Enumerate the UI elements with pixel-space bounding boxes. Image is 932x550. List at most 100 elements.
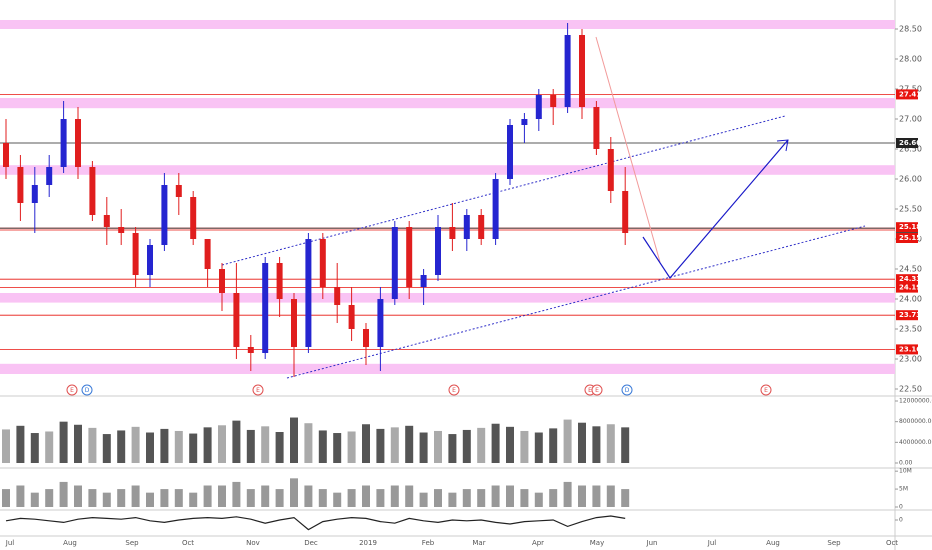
- zone: [0, 20, 895, 29]
- x-tick-label: Mar: [472, 539, 485, 547]
- volume2-bar: [621, 489, 630, 507]
- volume2-bar: [405, 485, 414, 507]
- projection-arrow: [642, 139, 789, 279]
- volume-bar: [88, 427, 97, 463]
- volume2-bar: [333, 492, 342, 507]
- volume2-bar: [534, 492, 543, 507]
- candle-body: [507, 125, 513, 179]
- volume2-bar: [117, 489, 126, 507]
- candle-body: [190, 197, 197, 239]
- volume2-bar: [434, 489, 442, 507]
- y-tick-label: 24.50: [899, 265, 922, 274]
- volume2-bar: [419, 492, 428, 507]
- volume-bar: [2, 429, 10, 463]
- level-tag: [896, 138, 918, 148]
- zone: [0, 98, 895, 109]
- volume-bar: [275, 432, 284, 463]
- x-tick-label: Nov: [246, 539, 260, 547]
- volume2-bar: [606, 485, 615, 507]
- volume-bar: [362, 424, 370, 463]
- x-tick-label: Aug: [63, 539, 77, 547]
- v-tick-label: 8000000.00: [899, 418, 932, 425]
- volume-bar: [246, 429, 255, 463]
- candle-body: [449, 227, 456, 239]
- volume-bar: [59, 421, 68, 463]
- volume2-bar: [146, 492, 154, 507]
- event-marker: [621, 384, 633, 396]
- volume2-bar: [261, 485, 270, 507]
- volume-bar: [578, 422, 586, 463]
- candle-body: [204, 239, 211, 269]
- volume-bar: [304, 423, 313, 463]
- x-tick-label: Feb: [422, 539, 435, 547]
- event-label: D: [625, 387, 630, 394]
- volume2-bar: [448, 492, 457, 507]
- zone: [0, 363, 895, 374]
- volume-bar: [606, 424, 615, 463]
- volume2-bar: [491, 485, 500, 507]
- volume2-bar: [304, 485, 313, 507]
- level-label: 23.16: [899, 345, 921, 353]
- volume2-bar: [246, 489, 255, 507]
- volume-bar: [117, 430, 126, 463]
- x-tick-label: Sep: [125, 539, 139, 547]
- candle-body: [31, 185, 38, 203]
- candle-body: [75, 119, 81, 167]
- arrow-head: [776, 139, 789, 152]
- candle-body: [175, 185, 182, 197]
- volume2-bar: [160, 489, 169, 507]
- y-tick-label: 23.50: [899, 325, 922, 334]
- candle-body: [622, 191, 629, 233]
- volume-bar: [621, 427, 630, 463]
- candle-body: [89, 167, 96, 215]
- candle-body: [3, 143, 9, 167]
- volume2-bar: [290, 478, 298, 507]
- candle-body: [377, 299, 384, 347]
- volume2-bar: [174, 489, 183, 507]
- volume-bar: [146, 432, 154, 463]
- volume-bar: [30, 433, 39, 463]
- x-tick-label: Jul: [707, 539, 717, 547]
- level-tag: [896, 274, 918, 285]
- v-tick-label: 0.00: [899, 460, 913, 467]
- volume-bar: [506, 426, 514, 463]
- volume2-bar: [16, 485, 25, 507]
- volume-bar: [131, 426, 140, 463]
- x-tick-label: Aug: [766, 539, 780, 547]
- y-tick-label: 23.00: [899, 355, 922, 364]
- level-tag: [896, 282, 918, 293]
- candle-body: [60, 119, 67, 167]
- volume2-bar: [390, 485, 399, 507]
- x-tick-label: Oct: [886, 539, 898, 547]
- level-tag: [896, 233, 918, 243]
- y-tick-label: 22.50: [899, 385, 922, 394]
- level-label: 27.41: [899, 90, 921, 98]
- y-tick-label: 24.00: [899, 295, 922, 304]
- volume-bar: [390, 427, 399, 463]
- candle-body: [319, 239, 326, 287]
- volume-bar: [592, 426, 601, 463]
- x-tick-label: Dec: [304, 539, 318, 547]
- osc-tick-label: 0: [899, 517, 903, 524]
- volume-bar: [448, 434, 457, 463]
- level-label: 24.33: [899, 275, 921, 283]
- event-marker: [591, 384, 603, 396]
- volume-bar: [520, 430, 529, 463]
- volume-bar: [290, 417, 298, 463]
- volume-bar: [563, 419, 572, 463]
- candle-body: [607, 149, 614, 191]
- event-marker: [252, 384, 264, 396]
- candle-body: [334, 287, 341, 305]
- volume-bar: [218, 425, 226, 463]
- x-tick-label: Oct: [182, 539, 194, 547]
- volume2-bar: [218, 485, 226, 507]
- volume2-bar: [131, 485, 140, 507]
- candle-body: [262, 263, 269, 353]
- candle-body: [247, 347, 254, 353]
- zone: [0, 165, 895, 175]
- x-tick-label: Sep: [827, 539, 841, 547]
- volume-bar: [203, 427, 212, 463]
- v2-tick-label: 10M: [899, 468, 912, 475]
